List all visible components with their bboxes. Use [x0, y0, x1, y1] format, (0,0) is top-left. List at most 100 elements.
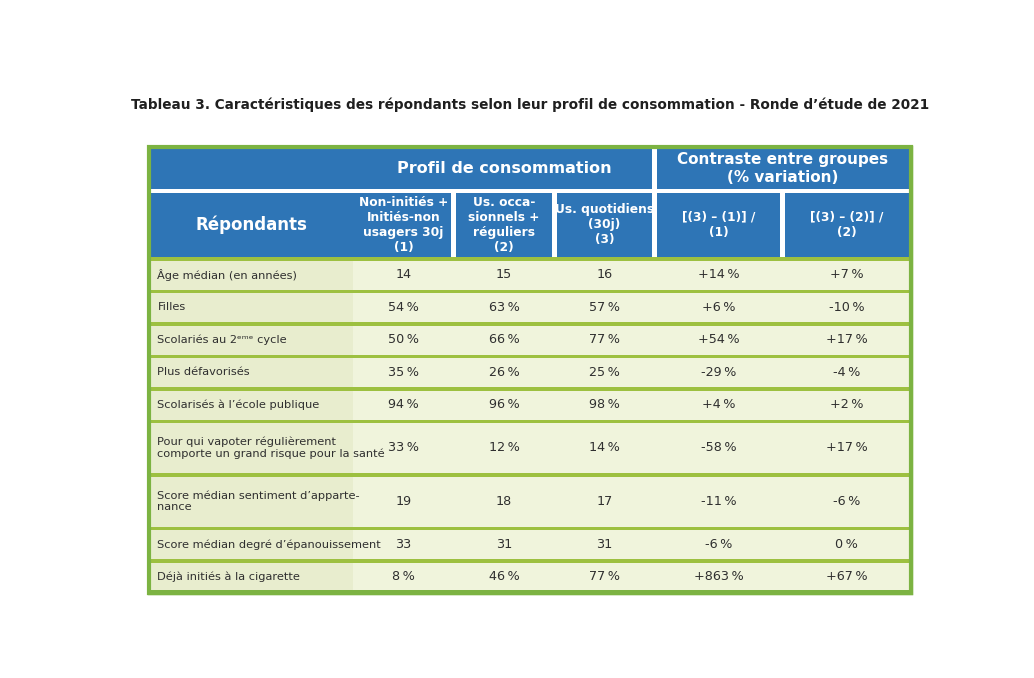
FancyBboxPatch shape: [783, 421, 911, 475]
FancyBboxPatch shape: [149, 189, 911, 193]
FancyBboxPatch shape: [149, 356, 354, 388]
FancyBboxPatch shape: [149, 388, 354, 421]
FancyBboxPatch shape: [354, 356, 454, 388]
Text: [(3) – (1)] /
(1): [(3) – (1)] / (1): [682, 211, 756, 239]
FancyBboxPatch shape: [655, 323, 783, 356]
FancyBboxPatch shape: [554, 421, 655, 475]
Text: -10 %: -10 %: [829, 301, 864, 314]
FancyBboxPatch shape: [149, 290, 911, 293]
Text: 33 %: 33 %: [388, 441, 419, 454]
Text: Scolarisés à l’école publique: Scolarisés à l’école publique: [157, 399, 320, 410]
FancyBboxPatch shape: [655, 356, 783, 388]
Text: +2 %: +2 %: [830, 398, 863, 411]
FancyBboxPatch shape: [783, 291, 911, 323]
Text: 15: 15: [496, 268, 512, 281]
FancyBboxPatch shape: [354, 421, 454, 475]
Text: 14 %: 14 %: [589, 441, 620, 454]
FancyBboxPatch shape: [149, 291, 354, 323]
FancyBboxPatch shape: [652, 191, 658, 258]
FancyBboxPatch shape: [652, 146, 658, 191]
Text: +4 %: +4 %: [702, 398, 735, 411]
FancyBboxPatch shape: [655, 258, 783, 291]
Text: Contraste entre groupes
(% variation): Contraste entre groupes (% variation): [677, 153, 888, 184]
Text: 31: 31: [496, 538, 512, 551]
FancyBboxPatch shape: [655, 291, 783, 323]
FancyBboxPatch shape: [781, 191, 785, 258]
Text: Répondants: Répondants: [195, 216, 307, 234]
FancyBboxPatch shape: [655, 561, 783, 593]
FancyBboxPatch shape: [149, 420, 911, 423]
Text: 57 %: 57 %: [589, 301, 620, 314]
FancyBboxPatch shape: [783, 561, 911, 593]
Text: 77 %: 77 %: [589, 570, 620, 583]
Text: +6 %: +6 %: [702, 301, 735, 314]
FancyBboxPatch shape: [454, 258, 554, 291]
FancyBboxPatch shape: [354, 561, 454, 593]
FancyBboxPatch shape: [354, 475, 454, 528]
FancyBboxPatch shape: [652, 191, 658, 258]
FancyBboxPatch shape: [149, 146, 911, 593]
Text: -58 %: -58 %: [701, 441, 736, 454]
FancyBboxPatch shape: [454, 356, 554, 388]
Text: 54 %: 54 %: [388, 301, 419, 314]
FancyBboxPatch shape: [149, 191, 354, 258]
Text: 66 %: 66 %: [489, 334, 519, 346]
Text: 16: 16: [597, 268, 612, 281]
Text: 17: 17: [597, 495, 613, 508]
Text: +14 %: +14 %: [698, 268, 739, 281]
FancyBboxPatch shape: [149, 591, 911, 593]
FancyBboxPatch shape: [554, 356, 655, 388]
Text: +17 %: +17 %: [826, 441, 868, 454]
FancyBboxPatch shape: [452, 191, 456, 258]
FancyBboxPatch shape: [783, 191, 911, 258]
FancyBboxPatch shape: [149, 528, 354, 561]
FancyBboxPatch shape: [149, 323, 354, 356]
Text: 35 %: 35 %: [388, 365, 419, 379]
Text: Âge médian (en années): Âge médian (en années): [157, 269, 298, 281]
Text: Scolariés au 2ᵉᵐᵉ cycle: Scolariés au 2ᵉᵐᵉ cycle: [157, 334, 287, 345]
FancyBboxPatch shape: [454, 475, 554, 528]
Text: 63 %: 63 %: [489, 301, 519, 314]
Text: 19: 19: [395, 495, 412, 508]
Text: 33: 33: [395, 538, 412, 551]
Text: 94 %: 94 %: [388, 398, 419, 411]
FancyBboxPatch shape: [554, 323, 655, 356]
FancyBboxPatch shape: [554, 561, 655, 593]
Text: -29 %: -29 %: [701, 365, 736, 379]
FancyBboxPatch shape: [149, 387, 911, 391]
Text: 14: 14: [395, 268, 412, 281]
Text: 25 %: 25 %: [589, 365, 620, 379]
FancyBboxPatch shape: [149, 527, 911, 530]
Text: 12 %: 12 %: [489, 441, 519, 454]
Text: -4 %: -4 %: [833, 365, 860, 379]
FancyBboxPatch shape: [149, 559, 911, 563]
FancyBboxPatch shape: [783, 475, 911, 528]
FancyBboxPatch shape: [552, 191, 556, 258]
Text: 46 %: 46 %: [489, 570, 519, 583]
FancyBboxPatch shape: [454, 291, 554, 323]
Text: 98 %: 98 %: [589, 398, 620, 411]
Text: Plus défavorisés: Plus défavorisés: [157, 367, 250, 377]
FancyBboxPatch shape: [354, 323, 454, 356]
FancyBboxPatch shape: [655, 388, 783, 421]
Text: Tableau 3. Caractéristiques des répondants selon leur profil de consommation - R: Tableau 3. Caractéristiques des répondan…: [130, 98, 930, 112]
Text: -11 %: -11 %: [701, 495, 736, 508]
FancyBboxPatch shape: [655, 146, 911, 191]
FancyBboxPatch shape: [149, 257, 911, 261]
FancyBboxPatch shape: [454, 388, 554, 421]
Text: 8 %: 8 %: [392, 570, 415, 583]
FancyBboxPatch shape: [783, 356, 911, 388]
Text: -6 %: -6 %: [833, 495, 860, 508]
FancyBboxPatch shape: [354, 258, 454, 291]
FancyBboxPatch shape: [149, 475, 354, 528]
FancyBboxPatch shape: [149, 421, 354, 475]
Text: +863 %: +863 %: [694, 570, 743, 583]
Text: Non-initiés +
Initiés-non
usagers 30j
(1): Non-initiés + Initiés-non usagers 30j (1…: [359, 195, 448, 254]
FancyBboxPatch shape: [783, 388, 911, 421]
Text: Us. occa-
sionnels +
réguliers
(2): Us. occa- sionnels + réguliers (2): [468, 195, 540, 254]
Text: Profil de consommation: Profil de consommation: [397, 161, 611, 176]
Text: 0 %: 0 %: [835, 538, 858, 551]
FancyBboxPatch shape: [454, 323, 554, 356]
FancyBboxPatch shape: [554, 291, 655, 323]
Text: 50 %: 50 %: [388, 334, 419, 346]
